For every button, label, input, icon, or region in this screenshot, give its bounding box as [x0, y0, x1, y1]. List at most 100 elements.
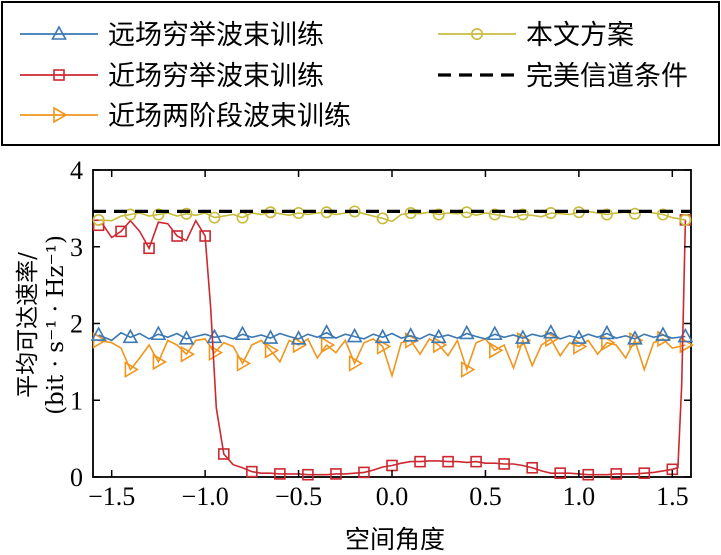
series-1-point [458, 324, 475, 340]
series-line-2 [98, 219, 687, 476]
series-2-point [218, 448, 230, 460]
series-1-point [571, 329, 587, 344]
y-tick-label: 4 [70, 156, 83, 185]
legend-marker [470, 27, 483, 40]
series-1-point [599, 324, 615, 340]
series-2-point [554, 467, 566, 479]
x-axis-title: 空间角度 [345, 525, 445, 554]
series-layer [90, 205, 694, 481]
series-4-point [488, 208, 501, 221]
legend-item-5: 完美信道条件 [438, 61, 688, 92]
series-2-point [330, 468, 342, 480]
legend-box [1, 1, 720, 146]
series-4-point [679, 213, 692, 226]
x-tick-label: −1.0 [182, 482, 229, 511]
legend-item-1: 远场穷举波束训练 [20, 20, 324, 51]
series-3-point [236, 355, 252, 372]
legend-item-2: 近场穷举波束训练 [20, 61, 324, 92]
series-2-point [115, 225, 127, 238]
series-4-point [656, 208, 669, 221]
series-1-point [122, 328, 139, 344]
legend-label: 远场穷举波束训练 [108, 20, 324, 51]
series-3-point [460, 361, 476, 378]
series-3-point [348, 355, 364, 372]
x-tick-label: 1.5 [656, 482, 689, 511]
series-2-point [526, 461, 538, 474]
series-4-point [124, 208, 137, 221]
series-3-point [124, 361, 139, 378]
legend-item-4: 本文方案 [438, 20, 634, 51]
series-4-point [208, 211, 221, 224]
y-tick-label: 3 [70, 233, 83, 262]
y-axis-title: 平均可达速率/ (bit · s⁻¹ · Hz⁻¹) [15, 235, 69, 415]
series-2-point [358, 466, 370, 479]
series-3-point [320, 336, 336, 354]
series-3-point [208, 344, 224, 362]
series-1 [90, 324, 694, 345]
x-tick-label: −1.5 [88, 482, 135, 511]
series-4-point [180, 207, 193, 220]
series-2-point [171, 230, 183, 242]
series-1-point [150, 325, 167, 341]
series-1-point [543, 324, 559, 339]
series-3-point [488, 341, 504, 359]
series-2-point [414, 455, 426, 468]
series-1-point [90, 326, 107, 341]
series-1-point [430, 328, 447, 344]
x-tick-label: −0.5 [275, 482, 322, 511]
series-1-point [346, 327, 363, 343]
series-1-point [178, 330, 195, 345]
series-4-point [92, 213, 105, 226]
legend-label: 近场两阶段波束训练 [108, 101, 351, 132]
series-4-point [376, 212, 389, 225]
series-3-point [545, 330, 560, 348]
series-2-point [498, 458, 510, 470]
series-4-point [628, 207, 641, 220]
x-tick-label: 1.0 [563, 482, 596, 511]
series-3-point [152, 353, 167, 371]
series-3-point [180, 345, 196, 363]
series-1-point [514, 329, 531, 344]
x-tick-label: 0.5 [469, 482, 502, 511]
series-4-point [152, 208, 165, 221]
series-1-point [402, 327, 419, 342]
series-2-point [442, 455, 454, 468]
series-2-point [274, 468, 286, 480]
series-1-point [262, 329, 279, 344]
y-tick-label: 2 [70, 310, 83, 339]
series-4-point [600, 208, 613, 221]
series-1-point [374, 328, 391, 344]
series-1-point [655, 326, 671, 341]
series-2-point [199, 230, 211, 242]
series-1-point [234, 325, 251, 341]
y-tick-label: 1 [70, 386, 83, 415]
legend-label: 本文方案 [526, 20, 634, 51]
series-2-point [302, 468, 314, 481]
series-2-point [638, 467, 651, 479]
series-2-point [582, 468, 595, 481]
series-1-point [206, 328, 223, 344]
x-tick-label: 0.0 [376, 482, 409, 511]
ticks-layer: −1.5 −1.0 −0.5 0.0 0.5 1.0 1.5 0 1 2 3 4 [70, 156, 691, 511]
series-3-point [292, 336, 308, 354]
series-4-point [516, 208, 529, 221]
series-2-point [143, 242, 155, 255]
legend-marker [53, 69, 65, 81]
legend-marker [51, 25, 67, 40]
y-tick-label: 0 [70, 463, 83, 492]
y-axis-title-line1: 平均可达速率/ [15, 252, 41, 398]
series-1-point [627, 330, 643, 345]
legend-label: 近场穷举波束训练 [108, 61, 324, 92]
y-axis-title-line2: (bit · s⁻¹ · Hz⁻¹) [43, 235, 69, 415]
series-2-point [610, 468, 623, 480]
series-1-point [486, 325, 503, 341]
series-3-point [264, 341, 280, 359]
series-2-point [470, 455, 482, 468]
series-2-point [246, 465, 258, 478]
legend-marker [53, 106, 68, 124]
series-3-point [432, 336, 448, 354]
series-1-point [318, 324, 335, 339]
